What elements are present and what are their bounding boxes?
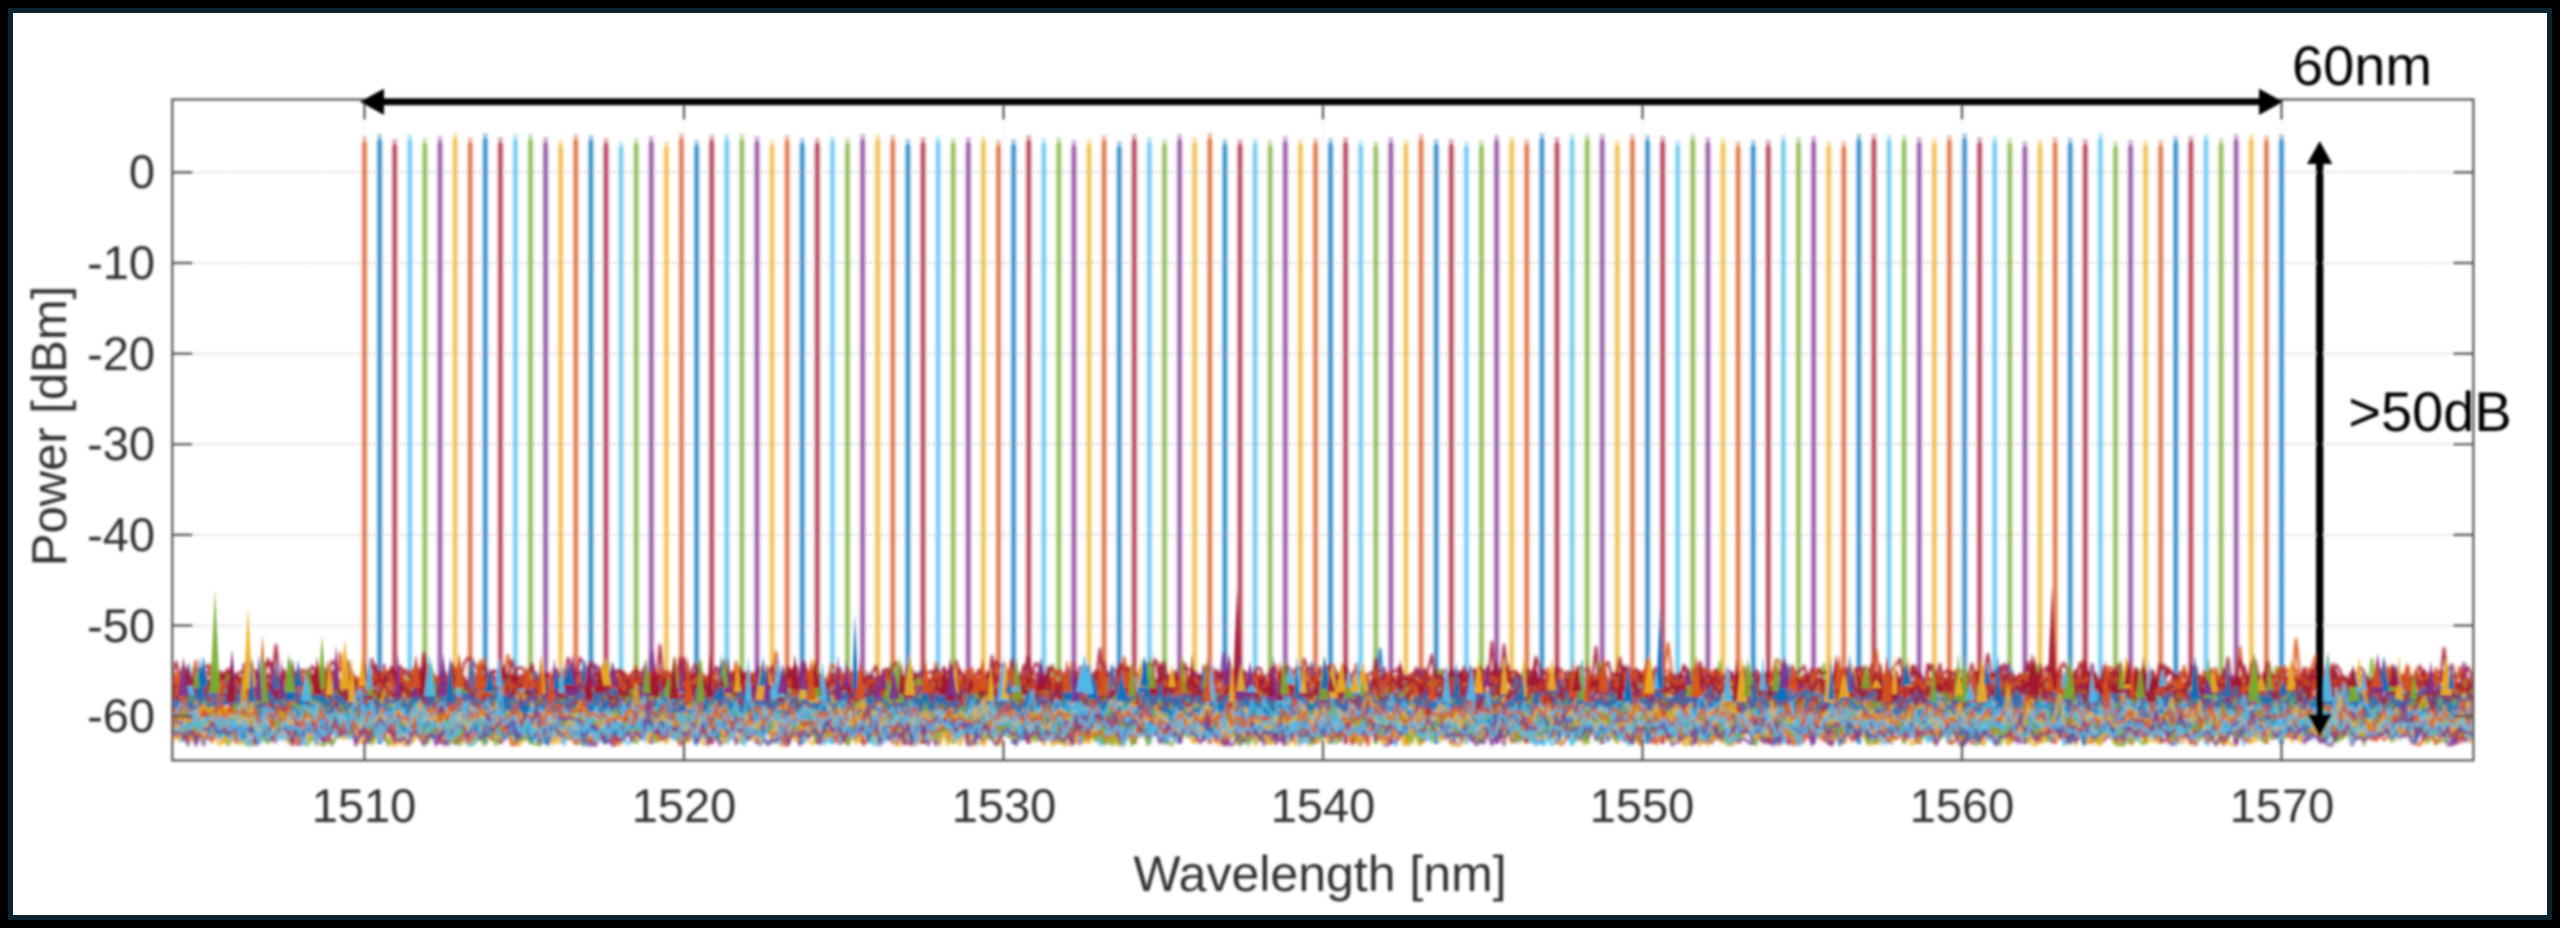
svg-text:-10: -10 [87,236,155,289]
svg-text:1510: 1510 [312,779,417,832]
svg-text:1570: 1570 [2230,779,2335,832]
svg-text:-60: -60 [87,689,155,742]
svg-text:1530: 1530 [952,779,1057,832]
svg-text:-20: -20 [87,327,155,380]
svg-text:Power [dBm]: Power [dBm] [23,286,77,566]
svg-text:1560: 1560 [1910,779,2015,832]
svg-text:>50dB: >50dB [2348,380,2512,443]
svg-text:Wavelength [nm]: Wavelength [nm] [1133,846,1506,902]
svg-text:-50: -50 [87,599,155,652]
svg-text:-30: -30 [87,417,155,470]
svg-text:-40: -40 [87,508,155,561]
svg-text:1540: 1540 [1271,779,1376,832]
svg-text:1550: 1550 [1590,779,1695,832]
svg-text:0: 0 [129,145,155,198]
svg-text:60nm: 60nm [2292,34,2432,97]
svg-text:1520: 1520 [632,779,737,832]
